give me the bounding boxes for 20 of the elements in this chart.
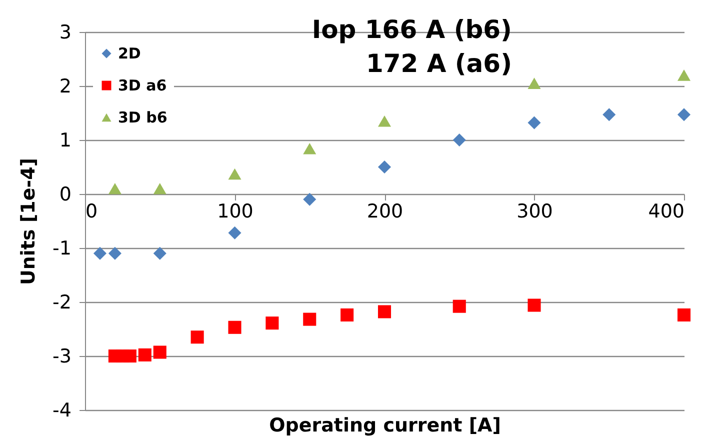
y-tick-label: -2 xyxy=(52,292,72,314)
x-tick-label: 100 xyxy=(217,200,254,222)
legend-label: 3D b6 xyxy=(118,108,168,126)
y-tick-label: 1 xyxy=(59,130,72,152)
text: 172 A (a6) xyxy=(366,49,512,78)
x-tick-label: 400 xyxy=(648,200,684,222)
x-axis-title: Operating current [A] xyxy=(269,414,501,436)
x-tick-label: 300 xyxy=(516,200,553,222)
y-tick-label: -4 xyxy=(52,400,72,422)
text: Iop 166 A (b6) xyxy=(312,15,512,44)
y-tick-label: 0 xyxy=(59,184,72,206)
y-tick-label: 2 xyxy=(59,76,72,98)
x-tick-label: 200 xyxy=(366,200,404,222)
y-tick-label: -1 xyxy=(52,238,72,260)
y-tick-label: 3 xyxy=(59,22,72,44)
y-tick-label: -3 xyxy=(52,346,72,368)
legend-label: 3D a6 xyxy=(118,76,167,94)
y-axis-title: Units [1e-4] xyxy=(18,158,40,286)
legend-label: 2D xyxy=(118,44,141,62)
x-tick-label: 0 xyxy=(86,200,98,222)
